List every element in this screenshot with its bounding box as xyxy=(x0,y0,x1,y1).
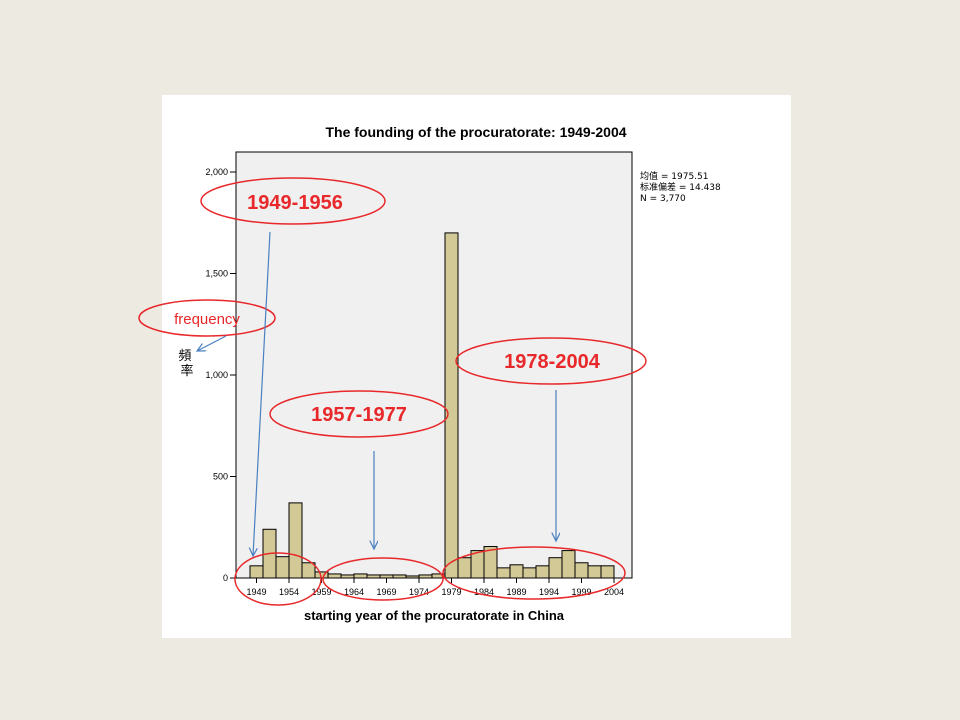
annotation-ellipse-period1 xyxy=(200,177,386,225)
stats-n: N = 3,770 xyxy=(640,194,686,204)
histogram-bar xyxy=(535,565,550,579)
histogram-bar xyxy=(483,546,498,579)
y-tick-label: 1,500 xyxy=(205,269,228,279)
histogram-bar xyxy=(587,565,602,579)
x-tick-label: 1949 xyxy=(246,587,266,597)
annotation-ellipse-frequency xyxy=(138,299,276,337)
stats-mean: 均值 = 1975.51 xyxy=(640,170,708,182)
histogram-bar xyxy=(496,567,511,579)
x-tick-label: 1964 xyxy=(344,587,364,597)
bin-group-ellipse-period1 xyxy=(234,552,322,606)
histogram-bar xyxy=(340,574,355,579)
histogram-bar xyxy=(392,574,407,579)
y-tick-label: 500 xyxy=(213,472,228,482)
histogram-bar xyxy=(301,562,316,579)
annotation-ellipse-period2 xyxy=(269,390,449,438)
histogram-bar xyxy=(561,550,576,579)
x-tick-label: 1999 xyxy=(571,587,591,597)
histogram-bar xyxy=(288,502,303,579)
x-tick-label: 1954 xyxy=(279,587,299,597)
chart-title: The founding of the procuratorate: 1949-… xyxy=(325,124,626,140)
x-tick-label: 1994 xyxy=(539,587,559,597)
y-axis: 0 500 1,000 1,500 2,000 xyxy=(205,167,236,583)
y-tick-label: 2,000 xyxy=(205,167,228,177)
histogram-bar xyxy=(366,574,381,579)
y-axis-label: 頻 率 xyxy=(178,349,195,379)
arrow-frequency xyxy=(197,335,227,351)
bin-group-ellipse-period3 xyxy=(442,546,626,600)
histogram-bar xyxy=(353,573,368,579)
arrow-period1 xyxy=(253,231,271,556)
histogram-bar xyxy=(405,575,420,579)
histogram-bar xyxy=(457,557,472,579)
histogram-bar xyxy=(444,232,459,579)
x-tick-label: 1969 xyxy=(376,587,396,597)
histogram-bar xyxy=(574,562,589,579)
x-tick-label: 1974 xyxy=(409,587,429,597)
x-tick-label: 1989 xyxy=(506,587,526,597)
annotation-label-period3: 1978-2004 xyxy=(504,351,601,373)
annotation-ellipse-period3 xyxy=(455,337,647,385)
y-axis-label-char-2: 率 xyxy=(180,363,193,379)
annotation-label-period1: 1949-1956 xyxy=(247,192,343,214)
histogram-bar xyxy=(418,574,433,579)
y-tick-label: 1,000 xyxy=(205,370,228,380)
histogram-bar xyxy=(327,573,342,579)
histogram-bar xyxy=(509,564,524,579)
stats-sd: 标准偏差 = 14.438 xyxy=(640,181,721,193)
x-tick-label: 1959 xyxy=(311,587,331,597)
histogram-bar xyxy=(600,565,615,579)
histogram-bar xyxy=(470,550,485,579)
histogram-bar xyxy=(275,556,290,579)
y-tick-label: 0 xyxy=(223,573,228,583)
bars xyxy=(249,232,615,579)
histogram-bar xyxy=(249,565,264,579)
histogram-bar xyxy=(548,557,563,579)
x-axis: 1949 1954 1959 1964 1969 1974 1979 1984 1989 1994… xyxy=(246,578,624,597)
histogram-bar xyxy=(522,567,537,579)
histogram-bar xyxy=(379,574,394,579)
annotation-label-frequency: frequency xyxy=(174,311,240,328)
annotation-label-period2: 1957-1977 xyxy=(311,404,407,426)
x-tick-label: 1979 xyxy=(441,587,461,597)
bin-group-ellipse-period2 xyxy=(322,557,444,601)
x-tick-label: 1984 xyxy=(474,587,494,597)
y-axis-label-char-1: 頻 xyxy=(178,349,191,364)
x-axis-label: starting year of the procuratorate in Ch… xyxy=(304,608,565,623)
x-tick-label: 2004 xyxy=(604,587,624,597)
